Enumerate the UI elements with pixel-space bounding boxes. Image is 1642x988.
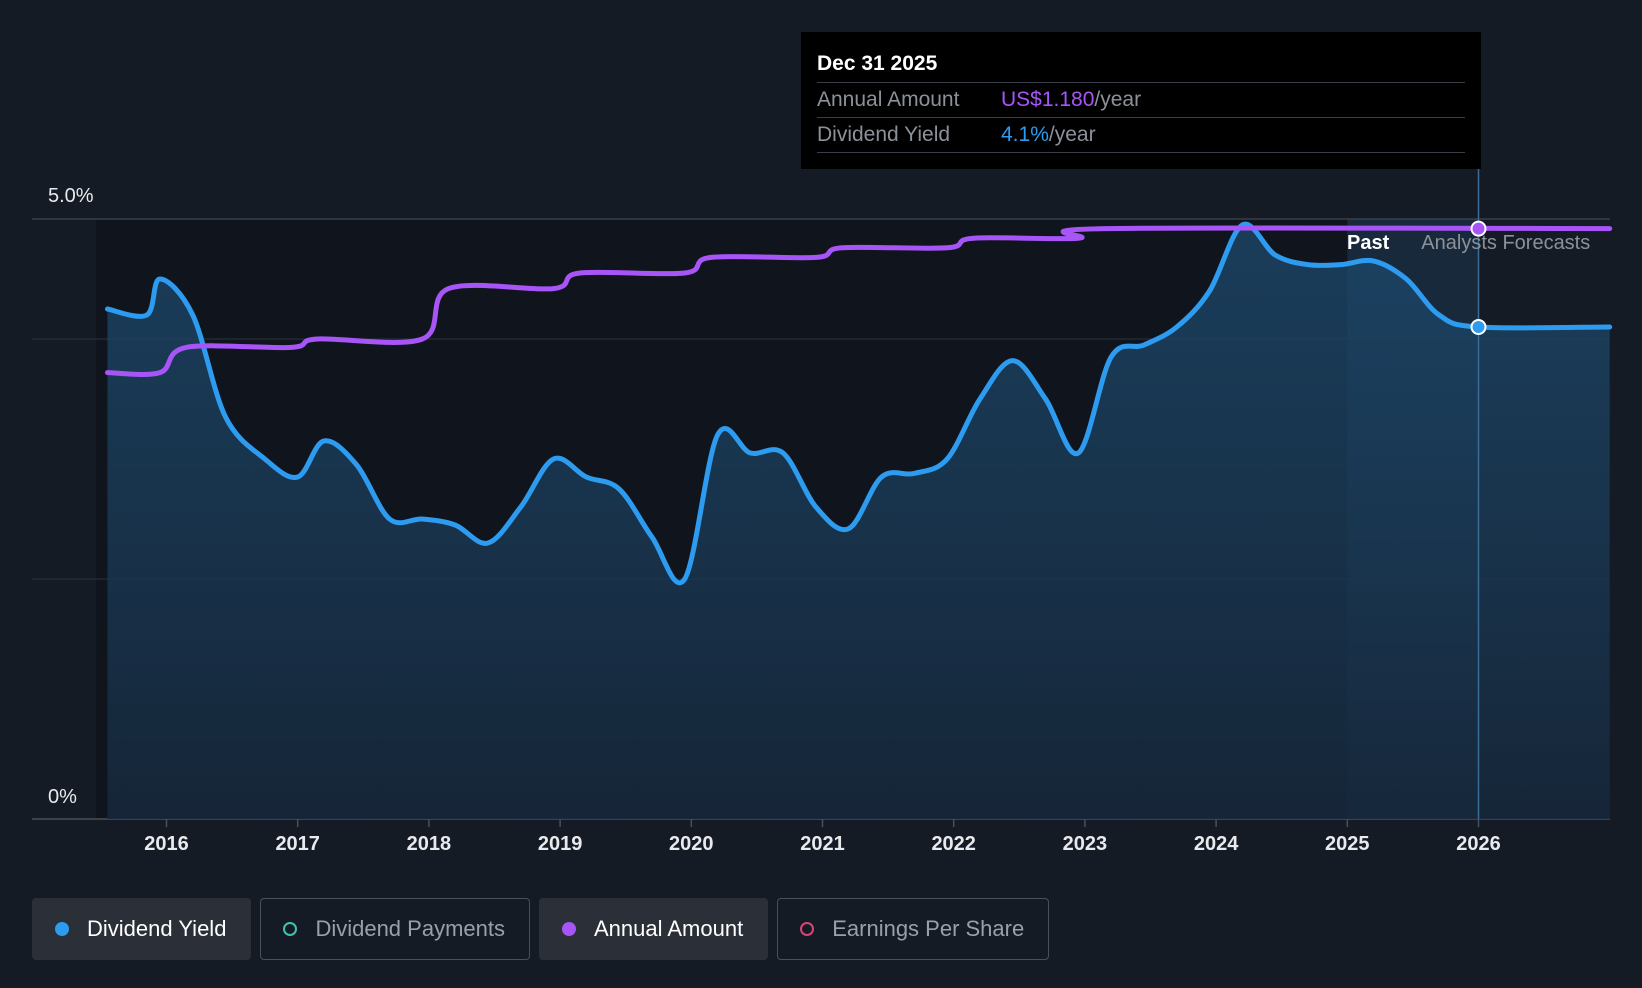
legend-dividend-payments-label: Dividend Payments xyxy=(315,916,505,941)
x-tick-label: 2023 xyxy=(1063,833,1108,855)
tooltip-date: Dec 31 2025 xyxy=(817,46,1465,83)
dividend-yield-line xyxy=(104,221,1613,586)
legend-annual-amount-label: Annual Amount xyxy=(593,916,744,941)
dividend-yield-dot-icon xyxy=(55,922,69,936)
legend-dividend-payments[interactable]: Dividend Payments xyxy=(260,898,530,960)
legend-earnings-per-share[interactable]: Earnings Per Share xyxy=(777,898,1050,960)
x-tick-label: 2024 xyxy=(1194,833,1239,855)
chart-tooltip: Dec 31 2025 Annual Amount US$1.180 /year… xyxy=(801,32,1481,169)
legend-dividend-yield[interactable]: Dividend Yield xyxy=(32,898,252,960)
annual-amount-dot-icon xyxy=(561,922,576,936)
x-tick-label: 2022 xyxy=(931,833,976,855)
legend-earnings-per-share-label: Earnings Per Share xyxy=(832,916,1025,941)
x-tick-label: 2021 xyxy=(800,833,845,855)
x-tick-label: 2026 xyxy=(1456,833,1501,855)
annual-amount-marker xyxy=(1470,220,1487,237)
chart-legend: Dividend Yield Dividend Payments Annual … xyxy=(32,898,1050,960)
annual-amount-line xyxy=(104,225,1613,377)
earnings-per-share-ring-icon xyxy=(800,922,815,936)
tooltip-yield-label: Dividend Yield xyxy=(817,123,951,146)
dividend-payments-ring-icon xyxy=(283,922,298,936)
y-tick-label: 5.0% xyxy=(48,185,94,207)
x-tick-label: 2020 xyxy=(669,833,714,855)
legend-annual-amount[interactable]: Annual Amount xyxy=(538,898,769,960)
x-tick-label: 2017 xyxy=(275,833,320,855)
tooltip-yield-unit: /year xyxy=(1048,123,1096,146)
tooltip-annual-row: Annual Amount US$1.180 /year xyxy=(817,83,1465,118)
x-tick-label: 2019 xyxy=(538,833,583,855)
x-tick-label: 2025 xyxy=(1325,833,1370,855)
tooltip-yield-row: Dividend Yield 4.1% /year xyxy=(817,118,1465,153)
tooltip-annual-value: US$1.180 xyxy=(1001,88,1095,111)
forecast-label: Analysts Forecasts xyxy=(1421,232,1590,254)
past-label: Past xyxy=(1347,232,1390,254)
y-tick-label: 0% xyxy=(48,786,77,808)
x-tick-label: 2016 xyxy=(144,833,189,855)
tooltip-yield-value: 4.1% xyxy=(1001,123,1049,146)
dividend-yield-marker xyxy=(1470,319,1487,335)
tooltip-annual-unit: /year xyxy=(1094,88,1142,111)
x-tick-label: 2018 xyxy=(407,833,452,855)
legend-dividend-yield-label: Dividend Yield xyxy=(87,916,227,941)
tooltip-annual-label: Annual Amount xyxy=(817,88,960,111)
